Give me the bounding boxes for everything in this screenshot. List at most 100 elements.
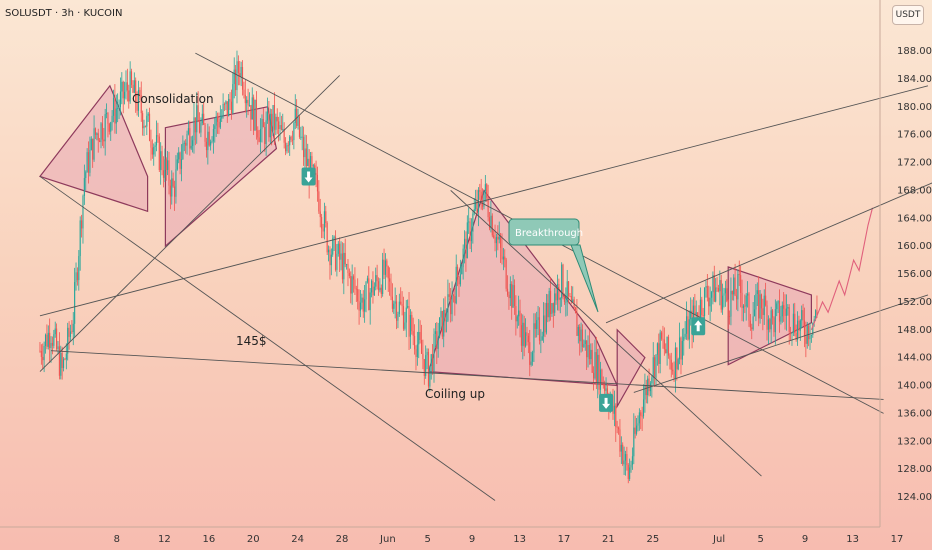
time-axis[interactable]: 81216202428Jun5913172125Jul59131721 [0,526,932,545]
candle-body [214,125,216,129]
candle-body [158,136,160,170]
candle-body [142,113,144,129]
candle-body [411,314,413,332]
candle-body [494,237,496,244]
candle-body [336,253,338,270]
time-tick-label: 9 [802,534,808,545]
candle-body [286,145,288,152]
candle-body [615,405,617,427]
time-tick-label: Jul [712,534,725,545]
candle-body [799,320,801,331]
candle-body [261,118,263,129]
price-tick-label: 172.000 [897,158,932,169]
candle-body [722,295,724,310]
candle-body [770,310,772,330]
candle-body [516,316,518,322]
candle-body [637,423,639,426]
time-tick-label: 21 [602,534,615,545]
candle-body [178,152,180,160]
consolidation-label: Consolidation [132,92,214,106]
candle-body [656,343,658,355]
candle-body [490,215,492,229]
candle-body [538,317,541,341]
pattern-shape [616,328,646,409]
candle-body [46,334,48,347]
candle-body [304,148,306,158]
candle-body [179,152,181,169]
candle-body [222,103,224,116]
candle-body [140,95,142,114]
candle-body [67,327,69,354]
candle-body [235,69,237,91]
projection-path [810,207,874,331]
candle-body [414,335,416,350]
candle-body [784,308,786,316]
candle-body [605,388,607,391]
candle-body [491,215,493,236]
candle-body [655,354,657,378]
candle-body [415,349,417,357]
candle-body [684,333,686,337]
candle-body [321,217,323,229]
candle-body [362,297,364,312]
candle-body [724,288,726,294]
candle-body [773,317,775,333]
candle-body [168,160,170,186]
candle-body [469,221,471,242]
candle-body [251,97,253,120]
candle-body [566,281,568,302]
candle-body [559,298,561,300]
candle-body [404,322,406,329]
candle-body [307,158,309,167]
candle-body [450,296,452,315]
candle-body [117,108,119,109]
candle-body [447,294,449,321]
candle-body [709,297,711,307]
candle-body [488,217,491,229]
candle-body [115,108,117,124]
candle-body [51,342,53,346]
candle-body [379,287,381,291]
candle-body [85,172,87,178]
candle-body [114,97,116,124]
symbol-title[interactable]: SOLUSDT · 3h · KUCOIN [5,8,123,19]
candle-body [139,89,141,96]
candle-body [493,235,495,238]
candle-body [726,288,728,301]
candle-body [728,316,731,317]
candle-body [563,296,565,302]
candle-body [323,211,325,232]
candle-body [810,334,812,336]
candle-body [802,310,804,321]
candle-body [475,201,477,210]
candle-body [244,94,246,104]
candle-body [264,127,266,145]
candle-body [548,290,550,318]
candle-body [763,295,765,316]
candle-body [284,142,287,152]
candle-body [164,159,166,178]
candle-body [182,143,184,160]
candle-body [126,82,128,91]
candle-body [545,303,547,333]
candle-body [577,326,579,336]
currency-button[interactable]: USDT [892,5,924,25]
candle-body [122,81,124,99]
price-axis[interactable]: 124.000 128.000 132.000 136.000 140.000 144.0… [879,0,932,527]
candle-body [505,259,507,289]
trendline-layer [39,52,932,501]
candle-body [805,336,807,344]
time-tick-label: 9 [469,534,475,545]
candle-body [339,243,341,260]
candle-body [262,118,264,128]
coiling-label: Coiling up [425,387,485,401]
candle-body [192,140,194,146]
candle-body [816,310,818,316]
candle-body [64,359,66,361]
candle-body [443,309,445,337]
candle-body [604,384,606,391]
candle-body [755,294,757,310]
candle-body [661,332,663,339]
candle-body [781,305,783,317]
